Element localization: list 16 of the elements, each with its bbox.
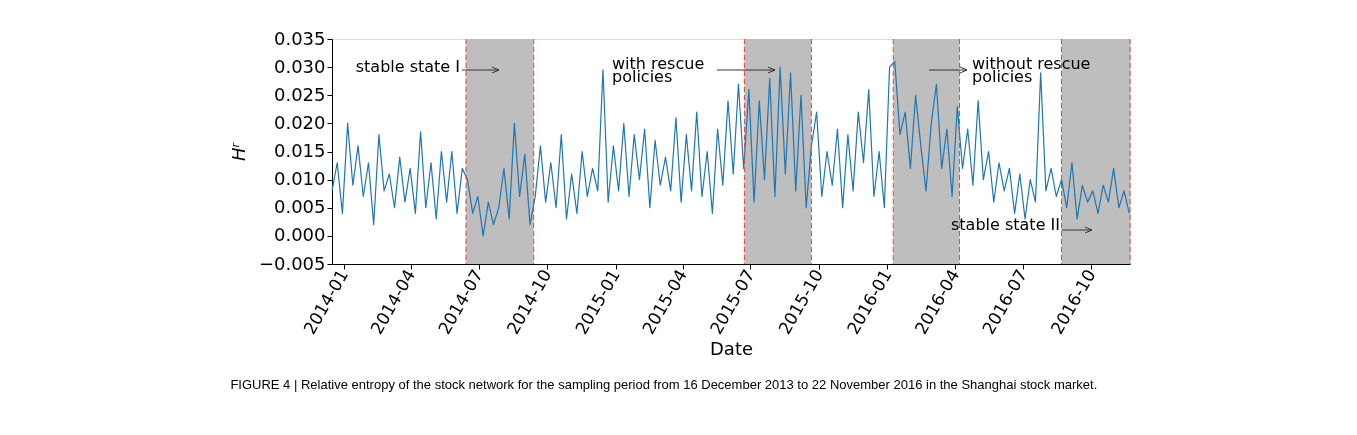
y-tick-label: 0.020 (273, 111, 326, 133)
y-tick-label: 0.000 (273, 224, 326, 246)
y-tick-label: 0.010 (273, 168, 326, 190)
y-tick-label: 0.025 (273, 83, 326, 105)
y-tick-label: 0.035 (273, 27, 326, 49)
y-axis-title: Hʳ (227, 141, 249, 162)
y-tick-label: −0.005 (258, 252, 326, 274)
annotation: stable state II (951, 215, 1060, 234)
y-tick-label: 0.005 (273, 196, 326, 218)
annotation: with rescue policies (612, 54, 705, 86)
annotation: without rescue policies (972, 54, 1091, 86)
annotation: stable state I (355, 57, 460, 76)
y-tick-label: 0.015 (273, 140, 326, 161)
x-axis-title: Date (709, 338, 754, 360)
caption: FIGURE 4 | Relative entropy of the stock network for the sampling period from 16 December 2013 to 22 November 2016 in the Shanghai stock market. (230, 376, 1098, 392)
y-tick-label: 0.030 (273, 55, 326, 77)
